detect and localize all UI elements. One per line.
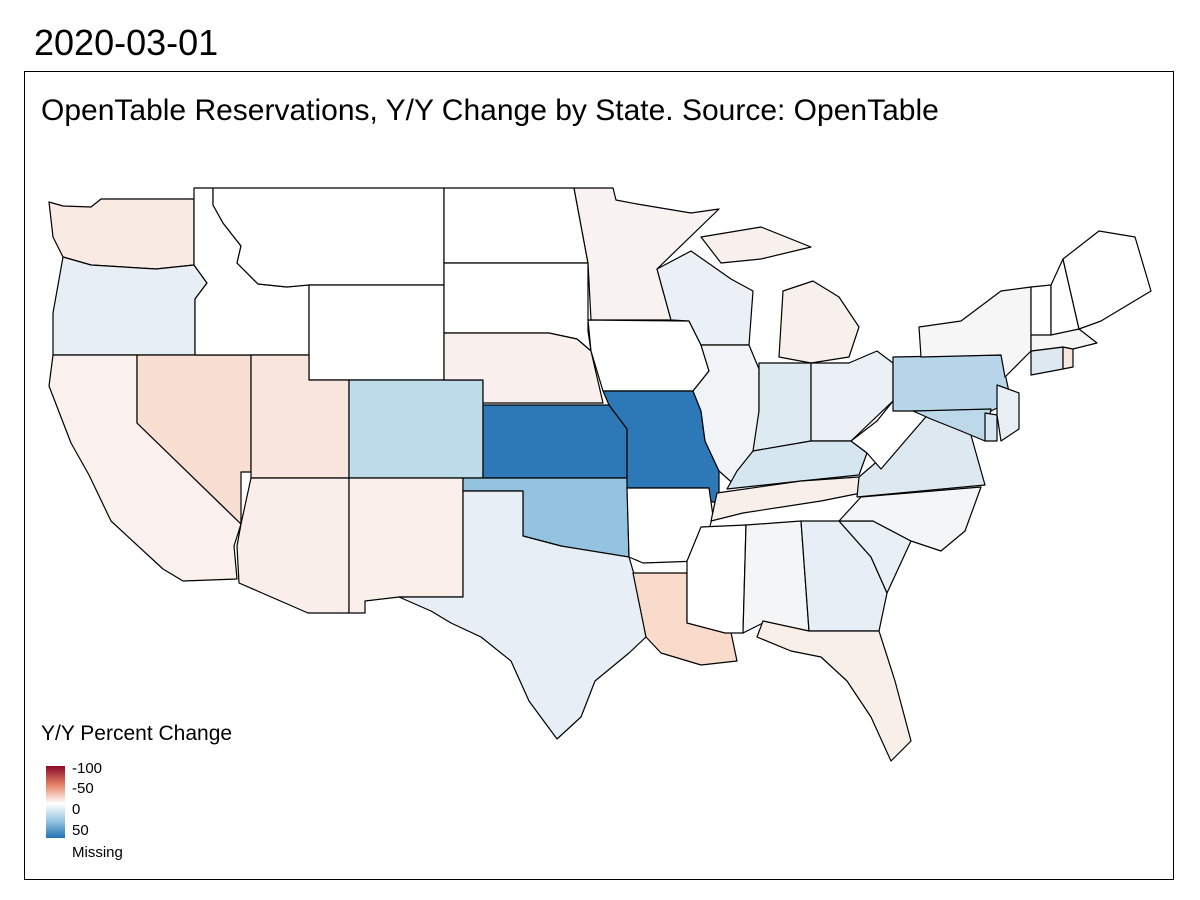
map-title: OpenTable Reservations, Y/Y Change by St… <box>41 94 939 127</box>
state-ri[interactable] <box>1062 346 1074 370</box>
legend-title: Y/Y Percent Change <box>41 722 233 745</box>
state-fl[interactable] <box>756 620 912 762</box>
state-wa[interactable] <box>48 198 195 270</box>
legend-label-minus-50: -50 <box>72 780 94 797</box>
state-ct[interactable] <box>1030 346 1064 376</box>
legend-label-missing: Missing <box>72 844 123 861</box>
state-ky[interactable] <box>726 440 868 490</box>
state-ks[interactable] <box>482 404 628 479</box>
state-nm[interactable] <box>348 477 464 614</box>
state-nj[interactable] <box>996 384 1020 442</box>
state-me[interactable] <box>1062 230 1152 330</box>
state-nd[interactable] <box>443 187 589 264</box>
state-il[interactable] <box>692 344 760 488</box>
map-panel: OpenTable Reservations, Y/Y Change by St… <box>24 71 1174 880</box>
legend-label-minus-100: -100 <box>72 760 103 777</box>
legend-label-50: 50 <box>72 822 89 839</box>
state-de[interactable] <box>984 412 998 442</box>
state-mi[interactable] <box>700 226 860 364</box>
us-state-map[interactable] <box>25 72 1173 879</box>
legend-color-bar <box>46 766 65 838</box>
state-mn[interactable] <box>573 187 720 321</box>
state-az[interactable] <box>236 477 350 614</box>
state-tx[interactable] <box>398 490 647 740</box>
legend-label-0: 0 <box>72 801 81 818</box>
state-mt[interactable] <box>212 187 445 288</box>
state-vt[interactable] <box>1030 284 1052 336</box>
state-ne[interactable] <box>443 332 604 404</box>
state-or[interactable] <box>52 256 208 356</box>
state-pa[interactable] <box>892 354 1012 412</box>
state-ia[interactable] <box>587 319 710 392</box>
state-ms[interactable] <box>686 524 747 634</box>
state-wy[interactable] <box>308 284 445 381</box>
date-title: 2020-03-01 <box>34 22 219 63</box>
state-co[interactable] <box>348 379 484 479</box>
state-md[interactable] <box>912 408 992 442</box>
state-al[interactable] <box>742 520 810 634</box>
state-nc[interactable] <box>838 486 982 552</box>
state-in[interactable] <box>752 362 812 452</box>
